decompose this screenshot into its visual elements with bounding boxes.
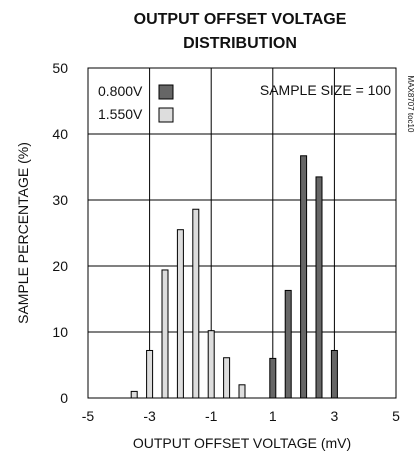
plot-frame <box>87 67 397 399</box>
x-axis-label: OUTPUT OFFSET VOLTAGE (mV) <box>133 435 351 451</box>
y-tick-label: 50 <box>52 60 68 76</box>
bar-series-1-point-5 <box>207 330 215 399</box>
legend-label-1550v: 1.550V <box>98 106 143 122</box>
bar-series-0-point-3 <box>315 176 323 399</box>
bar-series-1-point-1 <box>146 349 154 399</box>
bar-series-0-point-2 <box>300 155 308 399</box>
chart-title-line-2: DISTRIBUTION <box>183 35 297 52</box>
bars-layer <box>130 155 338 399</box>
sample-size-annotation: SAMPLE SIZE = 100 <box>260 82 391 98</box>
x-tick-label: 3 <box>331 408 339 424</box>
x-tick-label: 1 <box>269 408 277 424</box>
x-tick-label: -5 <box>82 408 95 424</box>
y-tick-label: 0 <box>60 390 68 406</box>
bar-series-1-point-4 <box>192 208 200 399</box>
x-tick-label: -3 <box>143 408 156 424</box>
y-tick-label: 30 <box>52 192 68 208</box>
legend-label-0800v: 0.800V <box>98 83 143 99</box>
y-tick-label: 10 <box>52 324 68 340</box>
bar-series-0-point-0 <box>269 357 277 399</box>
bar-series-0-point-1 <box>284 289 292 399</box>
legend-swatch-0800v <box>158 84 174 100</box>
bar-series-1-point-7 <box>238 384 246 399</box>
y-tick-label: 40 <box>52 126 68 142</box>
legend: 0.800V 1.550V <box>98 83 174 123</box>
grid-lines <box>88 68 396 398</box>
bar-series-1-point-2 <box>161 269 169 399</box>
side-code-label: MAX8707 toc10 <box>406 76 415 133</box>
y-tick-label: 20 <box>52 258 68 274</box>
bar-series-1-point-0 <box>130 390 138 399</box>
bar-series-1-point-6 <box>223 357 231 399</box>
bar-series-1-point-3 <box>176 229 184 399</box>
legend-swatch-1550v <box>158 107 174 123</box>
y-axis-label: SAMPLE PERCENTAGE (%) <box>15 142 31 324</box>
bar-series-0-point-4 <box>330 349 338 399</box>
chart-title-line-1: OUTPUT OFFSET VOLTAGE <box>134 11 347 28</box>
x-tick-label: -1 <box>205 408 218 424</box>
x-tick-label: 5 <box>392 408 400 424</box>
